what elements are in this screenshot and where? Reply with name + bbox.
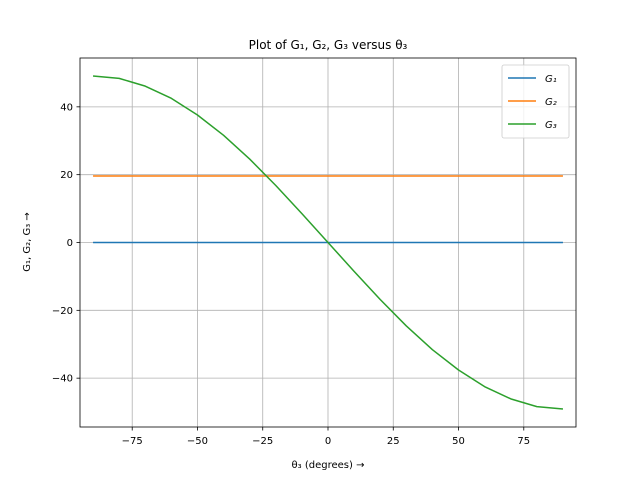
x-tick-label: 0 — [325, 436, 331, 447]
legend: G₁ G₂ G₃ — [501, 64, 570, 139]
x-tick-label: −50 — [187, 436, 208, 447]
legend-label-3: G₃ — [545, 120, 557, 131]
series-line-3 — [92, 75, 564, 410]
y-axis: −40 −20 0 20 40 — [52, 102, 80, 385]
x-tick-label: 50 — [452, 436, 465, 447]
x-tick-label: 25 — [387, 436, 400, 447]
y-tick-label: 20 — [60, 170, 73, 181]
y-tick-label: 0 — [67, 238, 73, 249]
x-axis: −75 −50 −25 0 25 50 75 — [122, 427, 530, 447]
legend-label-1: G₁ — [545, 74, 557, 85]
x-tick-label: −75 — [122, 436, 143, 447]
chart-title: Plot of G₁, G₂, G₃ versus θ₃ — [249, 38, 408, 52]
x-tick-label: 75 — [517, 436, 530, 447]
x-tick-label: −25 — [252, 436, 273, 447]
y-tick-label: −40 — [52, 374, 73, 385]
y-tick-label: 40 — [60, 102, 73, 113]
legend-label-2: G₂ — [545, 97, 557, 108]
series-lines — [92, 75, 564, 410]
y-tick-label: −20 — [52, 306, 73, 317]
x-axis-label: θ₃ (degrees) → — [292, 460, 365, 471]
y-axis-label: G₁, G₂, G₃ → — [22, 212, 33, 272]
